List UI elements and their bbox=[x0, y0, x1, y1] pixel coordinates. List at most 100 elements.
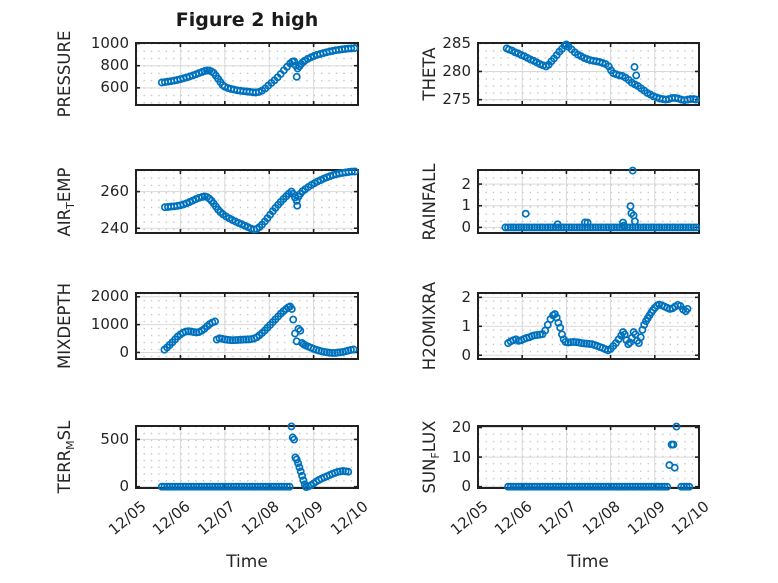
data-marker bbox=[504, 223, 513, 232]
data-marker bbox=[680, 482, 688, 491]
ytick-label-h2omixra: 0 bbox=[461, 345, 471, 364]
data-marker bbox=[596, 223, 605, 232]
data-marker bbox=[535, 482, 544, 491]
data-marker bbox=[668, 223, 677, 232]
data-marker bbox=[556, 323, 565, 332]
data-marker bbox=[634, 223, 642, 232]
ytick-label-rainfall: 1 bbox=[461, 196, 471, 215]
data-marker bbox=[670, 463, 679, 472]
data-marker bbox=[347, 167, 356, 176]
ytick-label-rainfall: 2 bbox=[461, 174, 471, 193]
data-marker bbox=[657, 223, 666, 232]
xtick-label: 12/09 bbox=[623, 497, 669, 539]
data-marker bbox=[530, 482, 539, 491]
data-marker bbox=[607, 482, 616, 491]
data-marker bbox=[292, 72, 301, 81]
data-marker bbox=[549, 482, 558, 491]
data-marker bbox=[644, 482, 653, 491]
data-marker bbox=[243, 482, 251, 491]
data-marker bbox=[632, 71, 641, 80]
data-marker bbox=[612, 223, 621, 232]
data-marker bbox=[647, 482, 656, 491]
data-marker bbox=[636, 482, 645, 491]
data-marker bbox=[509, 482, 518, 491]
data-marker bbox=[171, 482, 180, 491]
data-marker bbox=[520, 482, 528, 491]
data-marker bbox=[631, 482, 640, 491]
data-marker bbox=[628, 166, 637, 175]
data-marker bbox=[543, 223, 552, 232]
data-marker bbox=[197, 482, 206, 491]
data-marker bbox=[514, 482, 523, 491]
data-marker bbox=[293, 201, 302, 210]
data-marker bbox=[652, 482, 661, 491]
data-marker bbox=[501, 223, 510, 232]
data-marker bbox=[567, 223, 576, 232]
ytick-label-h2omixra: 2 bbox=[461, 287, 471, 306]
axes-box bbox=[135, 42, 359, 106]
data-marker bbox=[636, 333, 645, 342]
data-marker bbox=[285, 482, 294, 491]
data-marker bbox=[626, 338, 634, 347]
data-marker bbox=[530, 223, 539, 232]
subplot-mixdepth bbox=[135, 292, 359, 360]
data-marker bbox=[607, 223, 616, 232]
y-axis-label-terr-msl: TERRMSL bbox=[55, 420, 77, 494]
data-marker bbox=[599, 223, 608, 232]
data-marker bbox=[525, 223, 534, 232]
ytick-label-air-temp: 240 bbox=[100, 218, 129, 237]
data-marker bbox=[660, 482, 669, 491]
data-marker bbox=[628, 482, 637, 491]
data-marker bbox=[294, 324, 303, 333]
x-axis-label-right: Time bbox=[567, 552, 609, 572]
data-marker bbox=[228, 336, 237, 345]
data-marker bbox=[211, 317, 219, 326]
data-marker bbox=[522, 482, 531, 491]
data-marker bbox=[506, 482, 515, 491]
data-marker bbox=[602, 223, 611, 232]
data-marker bbox=[562, 482, 571, 491]
xtick-label: 12/10 bbox=[667, 497, 713, 539]
data-marker bbox=[604, 482, 613, 491]
data-marker bbox=[575, 223, 584, 232]
data-marker bbox=[630, 63, 639, 71]
data-marker bbox=[578, 482, 587, 491]
data-marker bbox=[669, 440, 678, 449]
ytick-label-theta: 285 bbox=[442, 33, 471, 52]
data-marker bbox=[626, 202, 635, 211]
xtick-label: 12/06 bbox=[149, 497, 194, 539]
xtick-label: 12/07 bbox=[193, 497, 239, 539]
data-marker bbox=[522, 223, 531, 232]
data-marker bbox=[509, 223, 518, 232]
data-marker bbox=[594, 482, 603, 491]
data-marker bbox=[610, 223, 619, 232]
data-marker bbox=[289, 315, 298, 324]
data-marker bbox=[287, 305, 296, 313]
data-marker bbox=[562, 223, 571, 232]
data-marker bbox=[618, 223, 627, 232]
data-marker bbox=[517, 223, 526, 232]
data-marker bbox=[213, 482, 222, 491]
data-marker bbox=[623, 482, 632, 491]
xtick-label: 12/10 bbox=[326, 497, 372, 539]
data-marker bbox=[655, 482, 664, 491]
data-marker bbox=[642, 482, 650, 491]
data-marker bbox=[687, 223, 695, 232]
data-marker bbox=[672, 422, 681, 431]
data-marker bbox=[663, 223, 672, 232]
data-marker bbox=[296, 326, 305, 335]
subplot-h2omixra bbox=[477, 292, 700, 360]
data-marker bbox=[604, 223, 613, 232]
ytick-label-pressure: 1000 bbox=[90, 34, 129, 53]
data-marker bbox=[546, 482, 555, 491]
data-marker bbox=[615, 482, 624, 491]
xtick-label: 12/05 bbox=[446, 497, 492, 539]
data-marker bbox=[671, 223, 680, 232]
xtick-label: 12/08 bbox=[579, 497, 625, 539]
data-marker bbox=[673, 223, 682, 232]
data-marker bbox=[624, 340, 633, 349]
data-marker bbox=[596, 482, 605, 491]
data-marker bbox=[639, 482, 648, 491]
data-marker bbox=[647, 223, 656, 232]
